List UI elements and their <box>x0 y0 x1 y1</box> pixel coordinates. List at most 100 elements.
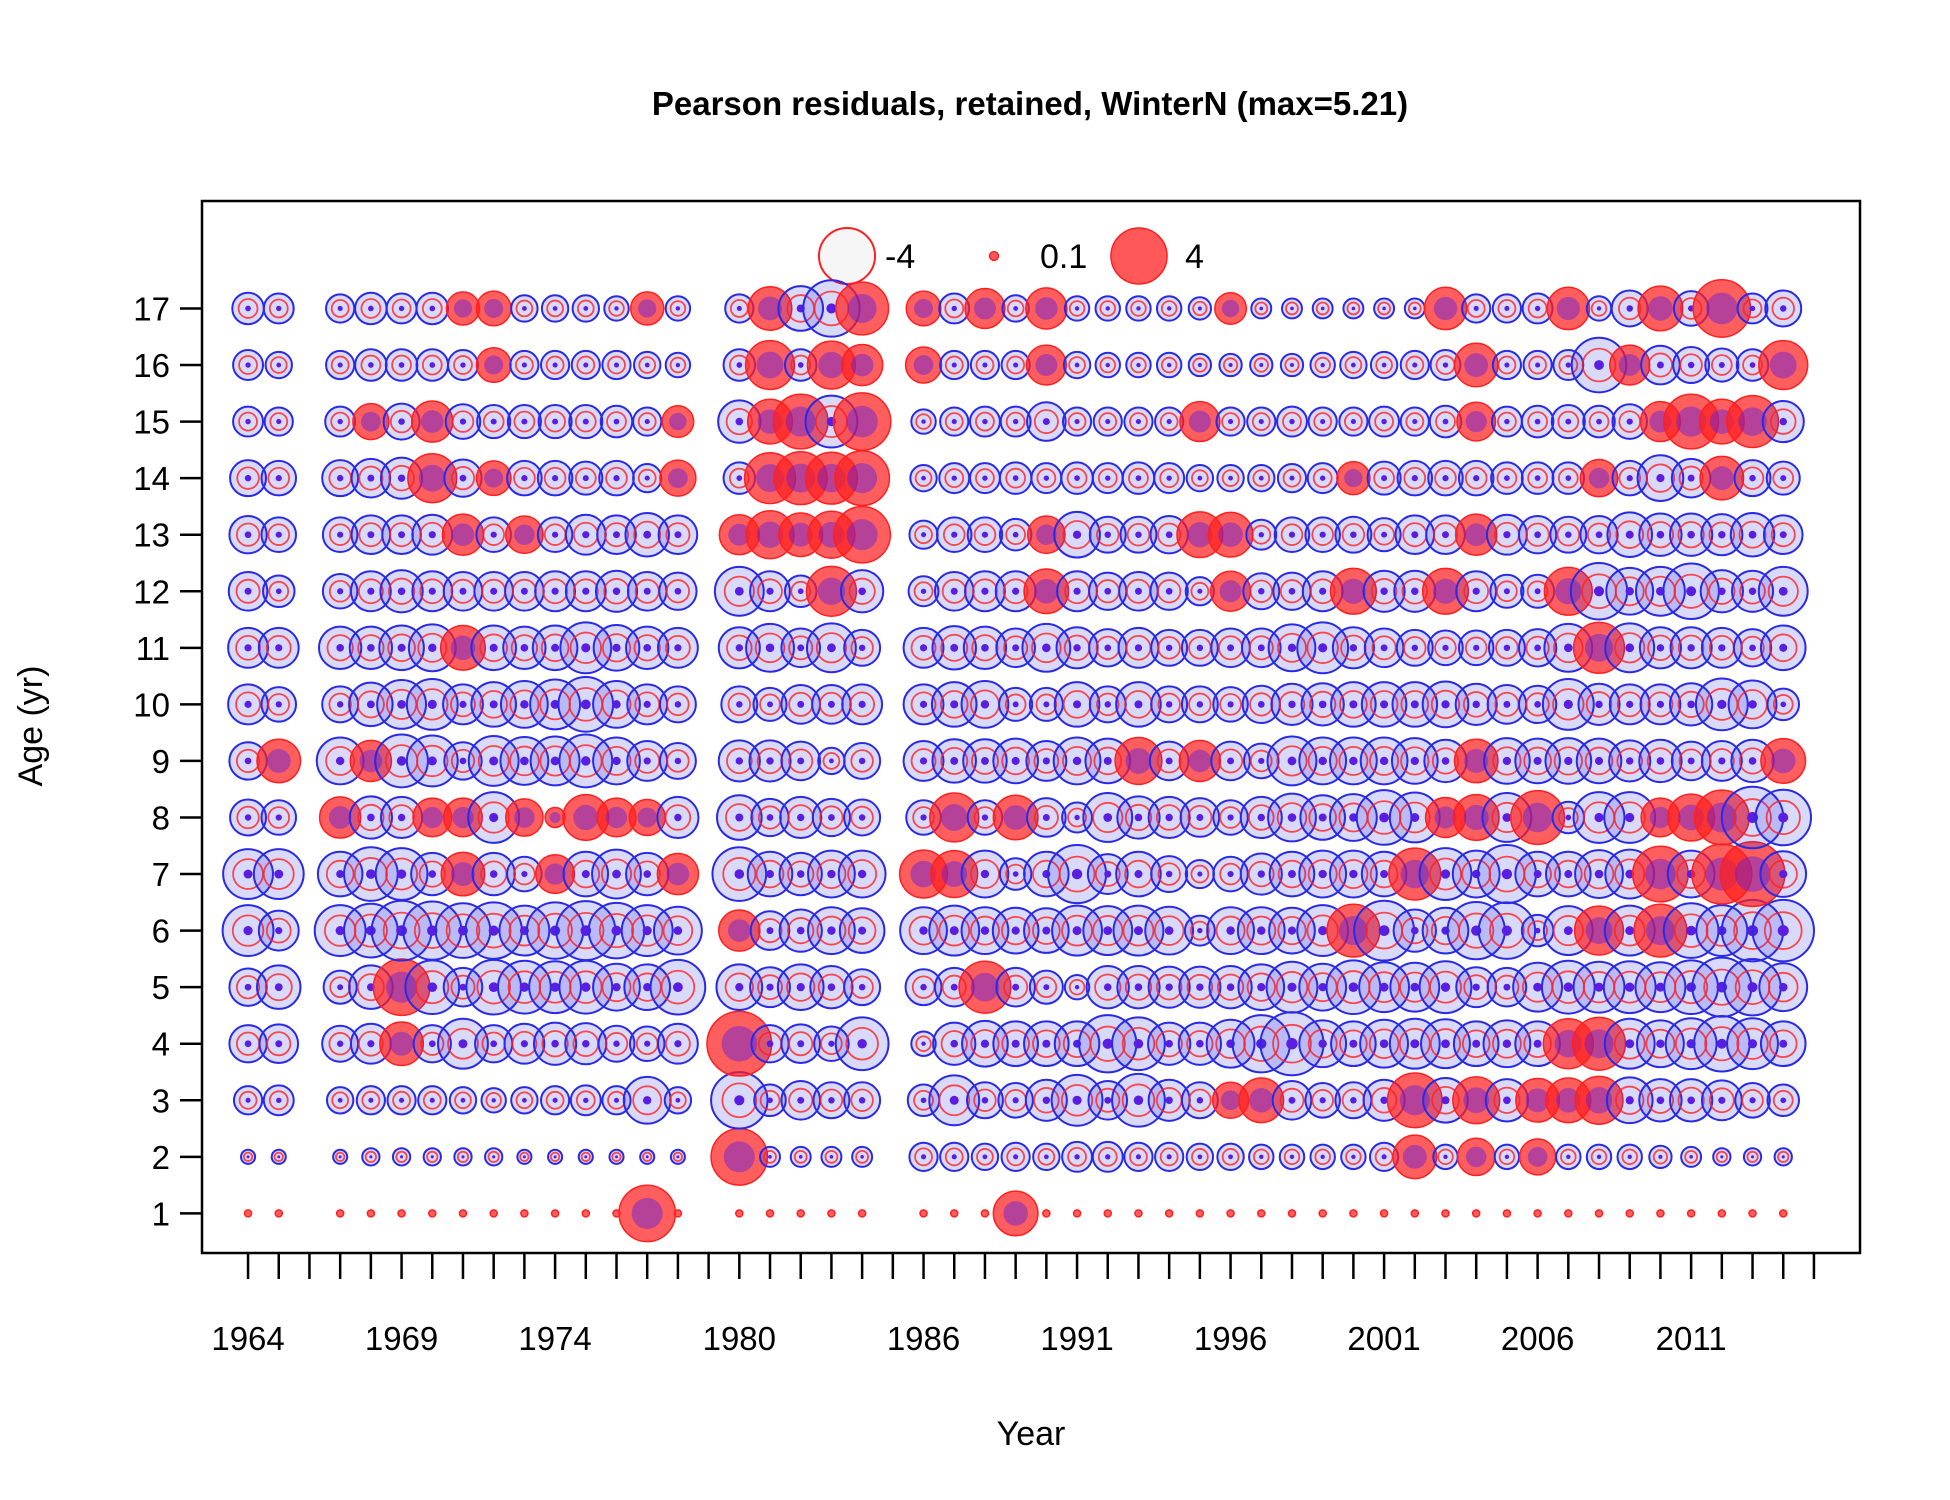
bubble-expected-overlay <box>1344 469 1363 488</box>
bubble-positive <box>458 1209 468 1218</box>
bubble-center-dot <box>246 1155 250 1159</box>
bubble-observed-ring <box>1246 915 1277 946</box>
bubble-positive <box>366 1209 376 1218</box>
y-tick-label: 1 <box>152 1195 170 1232</box>
bubble-age1-1991 <box>1072 1209 1082 1218</box>
bubble-observed-ring <box>1311 523 1334 546</box>
bubble-age9-1978 <box>658 741 697 780</box>
bubble-center-dot <box>1780 475 1787 482</box>
bubble-center-dot <box>919 644 928 652</box>
bubble-age11-1977 <box>625 625 670 670</box>
bubble-expected-overlay <box>1464 748 1489 773</box>
bubble-positive <box>256 738 302 784</box>
bubble-observed-ring <box>1253 357 1269 373</box>
bubble-center-dot <box>767 1097 773 1104</box>
bubble-age2-1972 <box>484 1147 504 1167</box>
bubble-age14-2010 <box>1636 454 1685 502</box>
bubble-center-dot <box>982 362 988 368</box>
bubble-age15-1972 <box>476 404 512 440</box>
bubble-center-dot <box>1565 418 1572 425</box>
bubble-positive <box>1564 1209 1573 1218</box>
bubble-age15-1974 <box>537 404 573 440</box>
bubble-observed-ring <box>1338 859 1369 889</box>
bubble-observed-ring <box>1553 746 1583 776</box>
bubble-age4-2000 <box>1330 1020 1377 1068</box>
bubble-center-dot <box>1318 926 1328 936</box>
bubble-positive <box>1502 1209 1512 1218</box>
plot-frame <box>200 199 1862 1255</box>
bubble-center-dot <box>427 982 438 993</box>
bubble-positive <box>1637 285 1684 332</box>
bubble-age17-1971 <box>445 291 481 326</box>
bubble-age5-1980 <box>715 963 764 1012</box>
bubble-age2-1993 <box>1123 1141 1154 1172</box>
bubble-age13-1972 <box>475 516 512 553</box>
y-tick-label: 17 <box>133 290 170 327</box>
bubble-observed-ring <box>786 972 816 1002</box>
bubble-age13-1976 <box>596 514 637 556</box>
bubble-expected-overlay <box>1034 578 1059 604</box>
bubble-observed-ring <box>604 1032 629 1056</box>
bubble-center-dot <box>1105 306 1110 311</box>
bubble-observed-ring <box>1772 467 1795 489</box>
bubble-center-dot <box>982 1154 988 1160</box>
bubble-center-dot <box>1104 587 1112 595</box>
bubble-age5-2003 <box>1418 960 1473 1015</box>
bubble-positive <box>318 796 362 839</box>
bubble-observed-ring <box>910 634 937 661</box>
bubble-age5-1991 <box>1063 973 1091 1001</box>
bubble-expected-overlay <box>1769 351 1797 379</box>
bubble-age14-1986 <box>909 463 938 493</box>
bubble-age16-1992 <box>1094 351 1121 379</box>
bubble-center-dot <box>1196 1039 1204 1048</box>
bubble-age2-2010 <box>1648 1144 1673 1170</box>
bubble-age9-1996 <box>1210 740 1251 782</box>
bubble-expected-overlay <box>328 806 352 829</box>
bubble-age4-1970 <box>412 1024 452 1064</box>
bubble-observed-ring <box>1645 1028 1676 1059</box>
bubble-age5-1993 <box>1116 965 1161 1010</box>
bubble-observed-ring <box>265 917 292 944</box>
bubble-center-dot <box>1258 475 1264 481</box>
bubble-age16-1978 <box>664 351 692 379</box>
bubble-age13-1992 <box>1088 515 1127 554</box>
bubble-observed-ring <box>1005 524 1027 546</box>
bubble-center-dot <box>1319 1097 1326 1104</box>
legend-marker-negative <box>817 226 877 286</box>
bubble-observed-ring <box>267 523 291 546</box>
bubble-observed-ring <box>1221 469 1240 487</box>
bubble-age16-2000 <box>1339 350 1368 380</box>
bubble-age12-1997 <box>1242 572 1281 611</box>
bubble-age5-1984 <box>843 968 882 1007</box>
bubble-observed-ring <box>633 520 662 549</box>
bubble-center-dot <box>798 1155 803 1159</box>
bubble-age13-1987 <box>935 516 973 553</box>
bubble-age2-1969 <box>391 1147 412 1167</box>
bubble-center-dot <box>1165 587 1173 595</box>
bubble-age16-2007 <box>1552 349 1585 381</box>
bubble-observed-ring <box>421 298 443 319</box>
bubble-age10-2014 <box>1766 687 1801 722</box>
bubble-age4-1978 <box>656 1022 699 1065</box>
bubble-observed-ring <box>482 523 505 546</box>
bubble-observed-ring <box>1314 356 1331 374</box>
bubble-observed-ring <box>1740 635 1765 660</box>
bubble-age16-1964 <box>232 349 265 381</box>
bubble-center-dot <box>1626 475 1633 482</box>
bubble-expected-overlay <box>666 862 690 886</box>
bubble-center-dot <box>613 1040 620 1047</box>
bubble-age13-1967 <box>321 516 359 553</box>
bubble-observed-ring <box>847 916 877 945</box>
bubble-age13-1986 <box>908 519 939 550</box>
bubble-expected-overlay <box>1188 749 1212 773</box>
bubble-center-dot <box>1501 868 1513 880</box>
bubble-center-dot <box>766 757 774 765</box>
bubble-age14-1972 <box>475 460 512 497</box>
bubble-observed-ring <box>938 1084 971 1117</box>
bubble-age10-1973 <box>499 679 549 729</box>
bubble-center-dot <box>369 1155 373 1159</box>
bubble-age17-1977 <box>629 291 665 326</box>
bubble-center-dot <box>552 306 558 311</box>
bubble-center-dot <box>275 701 282 708</box>
bubble-observed-ring <box>1552 688 1585 721</box>
